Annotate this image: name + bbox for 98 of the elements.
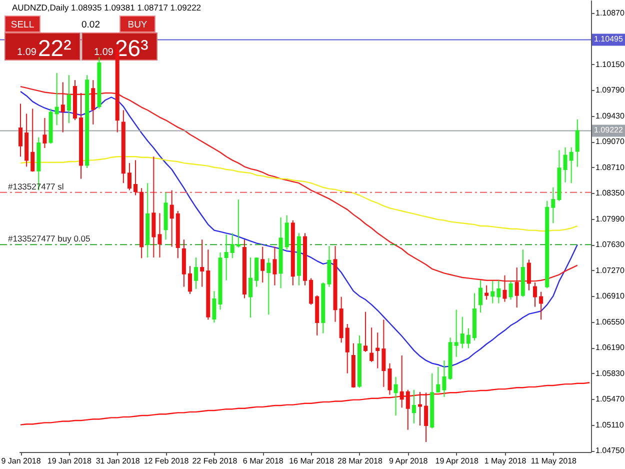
candlestick [54,72,59,126]
y-tick-label: 1.06910 [596,292,625,301]
candlestick [406,389,410,430]
candlestick [42,118,47,149]
candlestick [496,280,501,304]
candlestick [230,232,234,259]
candlestick [212,290,216,324]
candlestick [490,280,495,304]
x-tick-label: 31 Jan 2018 [96,456,140,466]
candlestick [254,256,259,288]
candlestick [394,376,398,416]
candlestick [400,354,404,408]
y-tick-label: 1.09070 [596,137,625,146]
candlestick [575,118,580,168]
x-tick-label: 16 Mar 2018 [289,456,335,466]
candlestick [382,319,386,388]
candlestick [200,239,204,288]
y-tick-label: 1.10870 [596,8,625,18]
candlestick [460,316,464,349]
candlestick [466,328,470,349]
y-tick-label: 1.07270 [596,266,625,275]
candlestick [533,282,538,308]
candlestick [502,274,507,302]
line-series [20,382,590,426]
candlestick [327,246,332,288]
ref-line-label: #133527477 buy 0.05 [8,234,91,244]
candlestick [18,103,23,158]
candlestick [224,234,228,281]
annotation: 1.09 [94,47,114,58]
x-tick-label: 12 Feb 2018 [144,456,190,466]
candlestick [526,259,531,291]
y-tick-label: 1.05470 [596,394,625,404]
candlestick [194,256,198,290]
candlestick [170,190,174,248]
candlestick [345,323,350,374]
x-tick-label: 22 Feb 2018 [192,456,238,466]
candlestick [418,391,422,426]
x-tick-label: 1 May 2018 [484,456,527,466]
y-tick-label: 1.07630 [596,240,625,250]
candlestick [236,199,240,248]
y-tick-label: 1.10150 [596,60,625,69]
annotation: 0.02 [82,20,100,30]
candlestick [370,327,374,362]
x-tick-label: 9 Apr 2018 [389,456,428,466]
candlestick [152,156,156,258]
y-tick-label: 1.09430 [596,111,625,120]
candlestick [30,108,35,172]
y-tick-label: 1.06550 [596,317,625,326]
x-tick-label: 19 Apr 2018 [435,456,479,466]
candlestick [158,212,162,258]
candlestick [442,360,446,398]
y-tick-label: 1.05110 [596,420,624,430]
y-tick-label: 1.06190 [596,343,625,352]
y-tick-label: 1.08350 [596,188,625,198]
annotation: BUY [128,20,148,30]
candlestick [514,266,519,308]
candlestick [388,362,392,396]
candlestick [508,280,513,300]
candlestick [248,256,253,318]
candlestick [478,280,483,314]
x-tick-label: 19 Jan 2018 [47,456,92,466]
candlestick [272,246,277,286]
annotation: 22² [38,35,72,61]
candlestick [539,291,544,320]
candlestick [134,160,138,196]
candlestick [364,311,368,352]
candlestick [563,146,568,183]
candlestick [127,162,132,191]
annotation: SELL [10,20,34,30]
candlestick [260,246,265,283]
x-tick-label: 6 Mar 2018 [242,456,284,466]
y-tick-label: 1.05830 [596,368,625,378]
candlestick [60,82,65,133]
candlestick [424,392,428,442]
candlestick [376,332,380,369]
x-tick-label: 28 Mar 2018 [338,456,383,466]
y-tick-label: 1.04750 [596,446,625,456]
chart-title: AUDNZD,Daily 1.08935 1.09381 1.08717 1.09222 [12,2,202,12]
candlestick [569,146,574,184]
x-tick-label: 9 Jan 2018 [1,456,42,466]
ref-line-label: 1.10495 [594,34,624,44]
y-tick-label: 1.07990 [596,214,625,224]
candlestick [66,74,71,124]
candlestick [91,80,96,125]
candlestick [551,186,556,224]
annotation: 1.09 [17,47,37,58]
candlestick [266,258,271,316]
ref-line-label: 1.09222 [594,126,624,135]
candlestick [436,366,440,394]
candlestick [309,278,314,306]
x-tick-label: 11 May 2018 [530,456,578,466]
candlestick [188,266,192,294]
candlestick [454,309,458,358]
candlestick [412,389,416,424]
candlestick [284,214,289,250]
candlestick [484,284,489,300]
y-tick-label: 1.08710 [596,162,625,172]
y-tick-label: 1.09790 [596,86,625,95]
